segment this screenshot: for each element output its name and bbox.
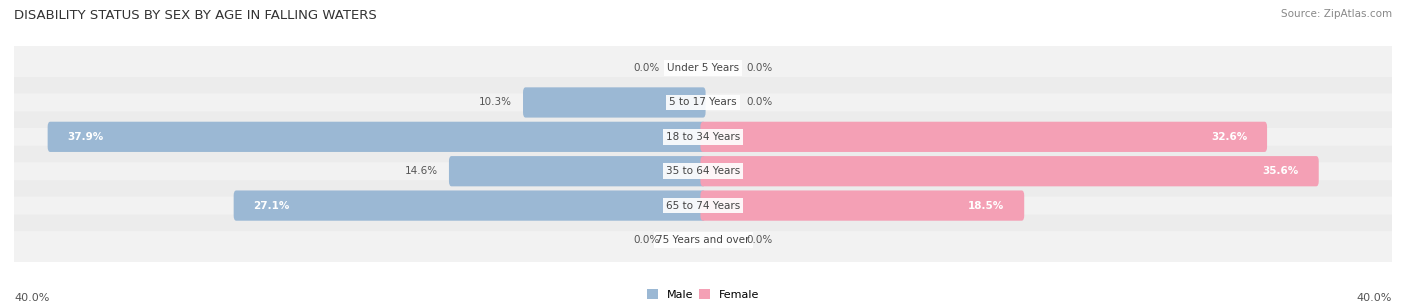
Text: DISABILITY STATUS BY SEX BY AGE IN FALLING WATERS: DISABILITY STATUS BY SEX BY AGE IN FALLI… <box>14 9 377 22</box>
Text: 35 to 64 Years: 35 to 64 Years <box>666 166 740 176</box>
Text: 40.0%: 40.0% <box>1357 293 1392 303</box>
Text: 0.0%: 0.0% <box>747 63 772 73</box>
FancyBboxPatch shape <box>8 180 1398 231</box>
FancyBboxPatch shape <box>8 77 1398 128</box>
Text: 35.6%: 35.6% <box>1263 166 1299 176</box>
Text: Source: ZipAtlas.com: Source: ZipAtlas.com <box>1281 9 1392 19</box>
Text: 0.0%: 0.0% <box>747 98 772 107</box>
Text: 0.0%: 0.0% <box>634 235 659 245</box>
Text: 32.6%: 32.6% <box>1211 132 1247 142</box>
FancyBboxPatch shape <box>48 122 706 152</box>
FancyBboxPatch shape <box>523 87 706 118</box>
Text: 27.1%: 27.1% <box>253 201 290 210</box>
FancyBboxPatch shape <box>700 122 1267 152</box>
Text: 10.3%: 10.3% <box>479 98 512 107</box>
FancyBboxPatch shape <box>8 214 1398 265</box>
FancyBboxPatch shape <box>700 156 1319 186</box>
Text: 0.0%: 0.0% <box>747 235 772 245</box>
Text: 18 to 34 Years: 18 to 34 Years <box>666 132 740 142</box>
Text: 65 to 74 Years: 65 to 74 Years <box>666 201 740 210</box>
FancyBboxPatch shape <box>233 190 706 221</box>
Text: 75 Years and over: 75 Years and over <box>657 235 749 245</box>
Text: 18.5%: 18.5% <box>969 201 1004 210</box>
Text: 37.9%: 37.9% <box>67 132 104 142</box>
FancyBboxPatch shape <box>8 146 1398 197</box>
Text: Under 5 Years: Under 5 Years <box>666 63 740 73</box>
Legend: Male, Female: Male, Female <box>643 285 763 304</box>
FancyBboxPatch shape <box>700 190 1024 221</box>
FancyBboxPatch shape <box>449 156 706 186</box>
FancyBboxPatch shape <box>8 43 1398 94</box>
Text: 5 to 17 Years: 5 to 17 Years <box>669 98 737 107</box>
FancyBboxPatch shape <box>8 111 1398 162</box>
Text: 40.0%: 40.0% <box>14 293 49 303</box>
Text: 14.6%: 14.6% <box>405 166 437 176</box>
Text: 0.0%: 0.0% <box>634 63 659 73</box>
